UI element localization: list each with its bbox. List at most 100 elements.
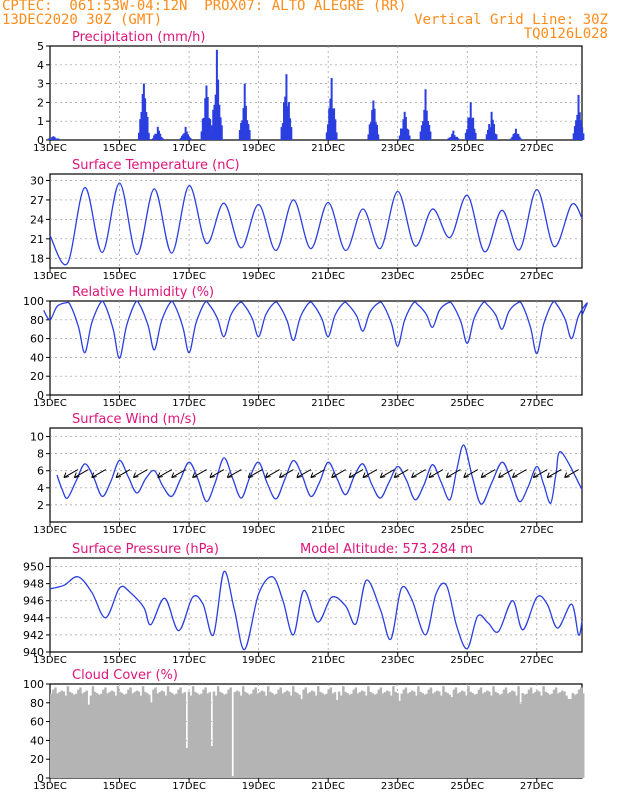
precip-bar: [184, 126, 187, 140]
wind-barb: [393, 469, 409, 478]
precip-bar: [467, 117, 470, 140]
cloud-bar: [85, 690, 88, 778]
cloud-bar: [492, 686, 495, 778]
cloud-bar: [77, 689, 80, 778]
cloud-bar: [210, 746, 214, 778]
cloud-bar: [254, 687, 257, 778]
wind-barb: [564, 469, 579, 478]
cloud-bar: [365, 695, 368, 778]
precip-bar: [404, 116, 407, 140]
cloud-bar: [127, 689, 130, 778]
cloud-bar: [275, 693, 278, 778]
cloud-bar: [214, 695, 218, 778]
wind-barb-head: [91, 472, 97, 479]
cloud-bar: [110, 690, 113, 778]
precip-bar: [447, 138, 450, 140]
cloud-bar: [423, 694, 426, 778]
cloud-bar: [356, 693, 360, 778]
cloud-bar: [158, 692, 161, 778]
cloud-bar: [369, 691, 372, 778]
cloud-bar: [231, 776, 234, 778]
x-tick-label: 21DEC: [311, 398, 345, 409]
wind-barb-head: [411, 472, 417, 479]
precip-bar: [211, 125, 214, 140]
cloud-bar: [575, 693, 579, 778]
cloud-bar: [523, 694, 527, 778]
precip-bar: [160, 136, 163, 140]
wind-barb: [171, 469, 186, 478]
cloud-bar: [72, 694, 76, 778]
cloud-bar: [496, 693, 499, 778]
wind-barb: [463, 469, 479, 478]
cloud-bar: [258, 692, 262, 778]
precip-bar: [470, 118, 473, 140]
precip-bar: [290, 127, 293, 140]
precip-bar: [201, 118, 204, 140]
cloud-bar: [404, 687, 408, 778]
precip-bar: [513, 133, 516, 140]
cloud-bar: [104, 687, 107, 778]
precip-bar: [142, 83, 145, 140]
cloud-bar: [218, 691, 222, 778]
cloud-bar: [450, 697, 454, 778]
cloud-bar: [287, 691, 291, 778]
y-tick-label: 20: [30, 370, 44, 383]
precip-bar: [182, 134, 185, 140]
cloud-bar: [498, 694, 502, 778]
wind-barb: [63, 469, 79, 478]
y-tick-label: 944: [23, 612, 44, 625]
precip-bar: [220, 125, 223, 140]
x-tick-label: 17DEC: [172, 525, 206, 536]
x-tick-label: 21DEC: [311, 781, 345, 792]
precip-bar: [246, 120, 249, 140]
x-tick-label: 19DEC: [242, 271, 276, 282]
cloud-bar: [556, 693, 560, 778]
precip-bar: [473, 128, 476, 140]
cloud-bar: [179, 687, 182, 778]
cloud-bar: [269, 691, 272, 778]
precip-bar: [217, 79, 220, 140]
precip-bar: [372, 100, 375, 140]
cloud-bar: [577, 689, 581, 778]
precip-bar: [519, 138, 522, 140]
cloud-bar: [120, 693, 124, 778]
cloud-bar: [294, 691, 297, 778]
cloud-bar: [396, 693, 399, 778]
cloud-bar: [573, 694, 577, 778]
precip-bar: [451, 133, 454, 140]
cloud-bar: [446, 693, 449, 778]
precip-bar: [485, 134, 488, 140]
cloud-bar: [185, 747, 189, 778]
cloud-bar: [183, 692, 187, 778]
wind-barb-head: [480, 472, 487, 479]
cloud-bar: [427, 689, 431, 778]
run-date-header: 13DEC2020 30Z (GMT): [2, 12, 163, 28]
cloud-bar: [206, 693, 209, 778]
precip-bar: [146, 116, 149, 140]
wind-barb: [209, 469, 225, 478]
cloud-bar: [454, 687, 458, 778]
cloud-bar: [521, 693, 524, 778]
precip-bar: [510, 138, 513, 140]
panel-title: Surface Pressure (hPa): [72, 542, 219, 557]
x-tick-label: 19DEC: [242, 781, 276, 792]
cloud-bar: [319, 691, 322, 778]
precip-bar: [158, 130, 161, 140]
wind-barb: [192, 469, 207, 478]
cloud-bar: [456, 693, 460, 778]
cloud-bar: [118, 691, 122, 778]
precip-bar: [493, 124, 496, 140]
cloud-bar: [68, 691, 72, 778]
precip-bar: [486, 129, 489, 140]
cloud-bar: [266, 686, 270, 778]
cloud-bar: [106, 693, 109, 778]
precip-bar: [215, 49, 218, 141]
cloud-bar: [342, 686, 345, 778]
x-tick-label: 23DEC: [381, 398, 415, 409]
cloud-bar: [244, 691, 247, 778]
cloud-bar: [511, 690, 514, 778]
cloud-bar: [525, 693, 529, 778]
precip-bar: [289, 118, 292, 140]
wind-barb: [157, 469, 173, 478]
panel-frame: [49, 173, 583, 269]
